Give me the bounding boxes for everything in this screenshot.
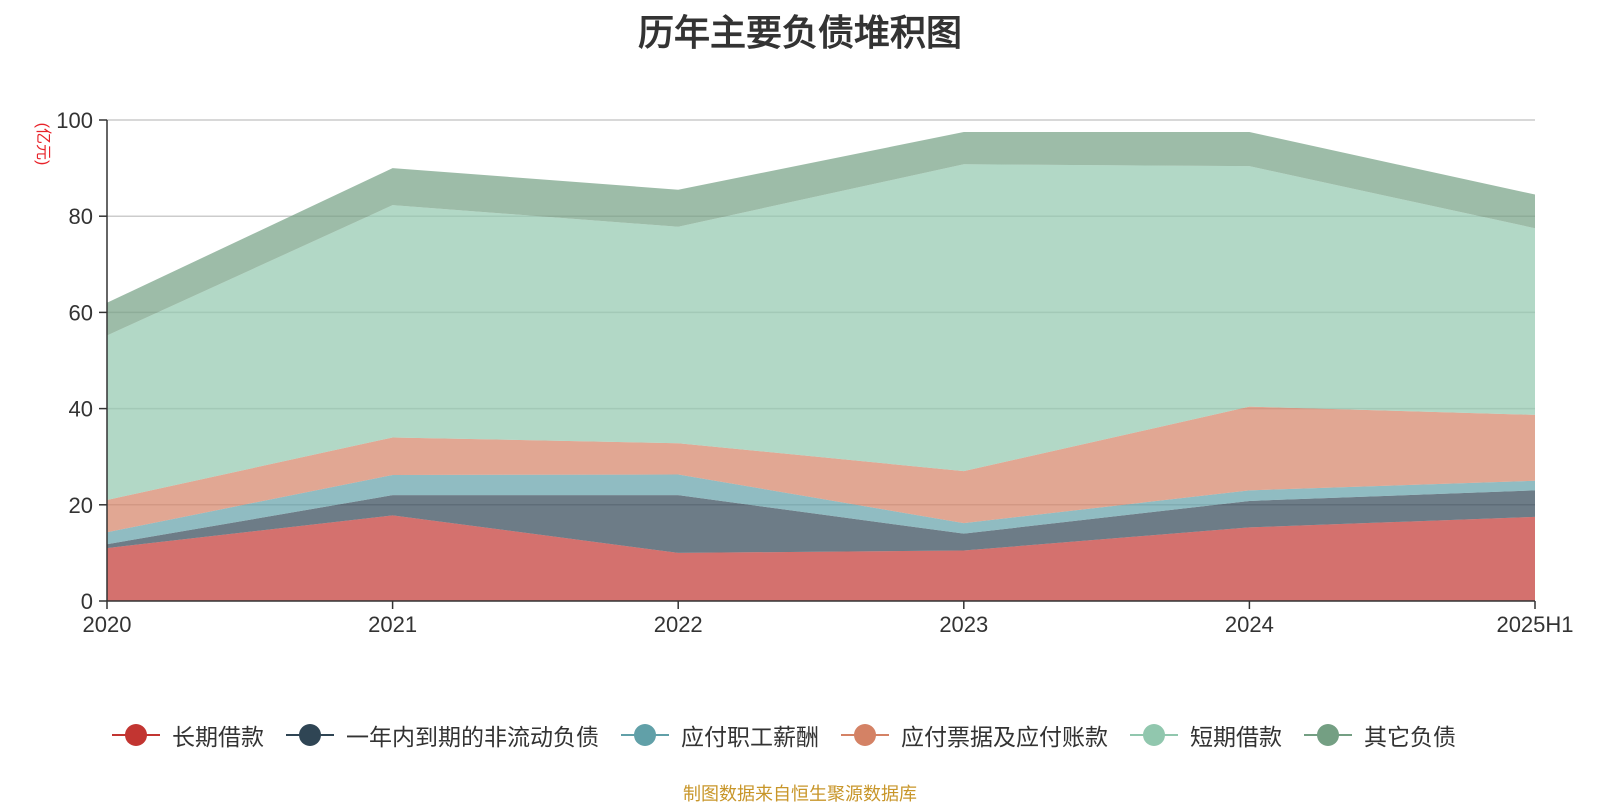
legend-marker-icon [621,720,669,750]
area-其它负债 [107,132,1535,336]
legend-marker-icon [112,720,160,750]
y-tick-label: 40 [69,397,93,422]
legend-marker-icon [286,720,334,750]
area-一年内到期的非流动负债 [107,490,1535,553]
area-应付职工薪酬 [107,474,1535,545]
legend-item[interactable]: 应付票据及应付账款 [841,718,1108,752]
legend-item[interactable]: 一年内到期的非流动负债 [286,718,599,752]
y-tick-label: 100 [56,108,93,133]
legend-item[interactable]: 其它负债 [1304,718,1456,752]
x-tick-label: 2025H1 [1496,612,1573,637]
y-tick-label: 0 [81,589,93,614]
legend-label: 应付票据及应付账款 [901,724,1108,750]
area-series-group [107,132,1535,601]
x-tick-label: 2020 [83,612,132,637]
x-tick-label: 2021 [368,612,417,637]
legend-marker-icon [841,720,889,750]
legend-label: 其它负债 [1364,724,1456,750]
legend-label: 长期借款 [172,724,264,750]
y-axis-unit-label: (亿元) [34,123,52,166]
legend-marker-icon [1304,720,1352,750]
chart-title: 历年主要负债堆积图 [637,12,962,53]
legend-label: 应付职工薪酬 [681,724,819,750]
axes: 0 20 40 60 80 100 2020 2021 2022 2023 2024 2025H1 [56,108,1573,637]
x-tick-label: 2023 [939,612,988,637]
legend-label: 短期借款 [1190,724,1282,750]
legend-item[interactable]: 应付职工薪酬 [621,718,819,752]
legend-marker-icon [1130,720,1178,750]
y-tick-label: 60 [69,300,93,325]
area-短期借款 [107,164,1535,500]
source-note: 制图数据来自恒生聚源数据库 [683,784,917,804]
legend-label: 一年内到期的非流动负债 [346,724,599,750]
x-tick-label: 2024 [1225,612,1274,637]
y-tick-label: 80 [69,204,93,229]
legend-item[interactable]: 长期借款 [112,718,264,752]
legend: 长期借款 一年内到期的非流动负债 应付职工薪酬 应付票据及应付账款 短期借款 其它负债 [112,720,1478,750]
y-tick-label: 20 [69,493,93,518]
legend-item[interactable]: 短期借款 [1130,718,1282,752]
area-应付票据及应付账款 [107,406,1535,533]
area-长期借款 [107,515,1535,601]
x-tick-label: 2022 [654,612,703,637]
